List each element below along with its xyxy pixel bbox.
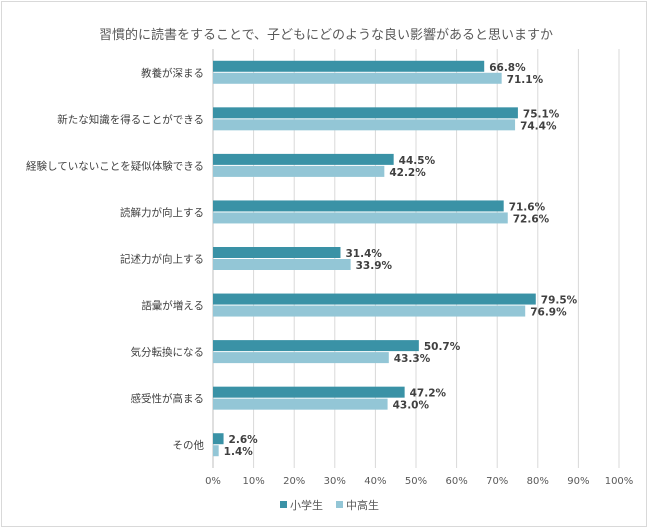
data-label: 44.5% [399,155,436,167]
bar-elementary [213,386,405,398]
data-label: 76.9% [530,307,567,319]
chart-title: 習慣的に読書をすることで、子どもにどのような良い影響があると思いますか [99,27,553,43]
category-label: 語彙が増える [141,299,204,312]
category-label: 気分転換になる [131,346,205,359]
bar-elementary [213,340,419,352]
x-tick-label: 10% [242,476,264,487]
bar-elementary [213,60,485,72]
data-label: 33.9% [356,260,393,272]
bar-secondary [213,398,388,410]
data-label: 31.4% [345,248,382,260]
x-axis-ticks: 0% 10% 20% 30% 40% 50% 60% 70% 80% 90% 100% [205,476,633,487]
bar-secondary [213,119,516,131]
category-label: 新たな知識を得ることができる [57,113,204,126]
x-tick-label: 50% [405,476,427,487]
bar-secondary [213,212,508,224]
category-label: その他 [173,439,205,452]
x-tick-label: 20% [283,476,305,487]
x-tick-label: 80% [527,476,549,487]
data-label: 2.6% [229,434,259,446]
category-labels: 教養が深まる新たな知識を得ることができる経験していないことを疑似体験できる読解力… [26,66,204,451]
x-tick-label: 70% [486,476,508,487]
category-label: 経験していないことを疑似体験できる [26,159,204,172]
data-label: 47.2% [410,388,447,400]
bars [213,60,536,457]
data-label: 74.4% [520,120,557,132]
legend-swatch-elementary [280,501,287,508]
x-tick-label: 0% [205,476,221,487]
x-tick-label: 60% [445,476,467,487]
data-label: 43.3% [394,353,431,365]
x-tick-label: 90% [567,476,589,487]
bar-elementary [213,107,518,119]
data-labels: 66.8%71.1% 75.1%74.4% 44.5%42.2% 71.6%72.6%… [224,62,578,458]
data-label: 79.5% [541,295,578,307]
category-label: 読解力が向上する [120,206,204,219]
bar-secondary [213,72,502,84]
data-label: 43.0% [393,400,430,412]
bar-elementary [213,200,504,212]
data-label: 71.1% [507,74,544,86]
legend-swatch-secondary [336,501,343,508]
bar-elementary [213,293,536,305]
legend-label: 小学生 [290,498,323,512]
bar-secondary [213,165,385,177]
bar-elementary [213,153,394,165]
data-label: 75.1% [523,108,560,120]
data-label: 1.4% [224,446,254,458]
bar-secondary [213,259,351,270]
bar-elementary [213,247,341,258]
data-label: 72.6% [513,213,550,225]
data-label: 71.6% [509,201,546,213]
bar-secondary [213,305,526,317]
gridlines [212,49,620,468]
x-tick-label: 30% [324,476,346,487]
category-label: 感受性が高まる [131,392,205,405]
category-label: 記述力が向上する [120,253,204,266]
bar-secondary [213,352,389,364]
x-tick-label: 100% [605,476,634,487]
data-label: 50.7% [424,341,461,353]
data-label: 66.8% [489,62,526,74]
legend-label: 中高生 [346,498,379,512]
category-label: 教養が深まる [141,66,204,79]
x-tick-label: 40% [364,476,386,487]
bar-elementary [213,433,224,445]
bar-secondary [213,445,219,457]
data-label: 42.2% [389,167,426,179]
legend: 小学生 中高生 [280,498,379,512]
